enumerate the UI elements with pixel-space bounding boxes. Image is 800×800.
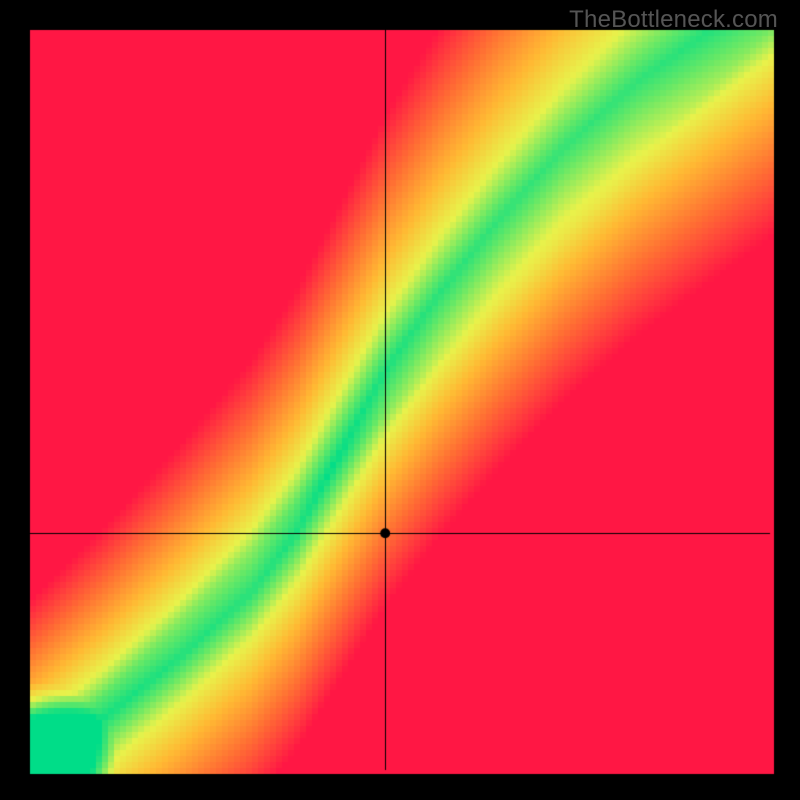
- root: TheBottleneck.com: [0, 0, 800, 800]
- watermark-text: TheBottleneck.com: [569, 6, 778, 34]
- bottleneck-heatmap-canvas: [0, 0, 800, 800]
